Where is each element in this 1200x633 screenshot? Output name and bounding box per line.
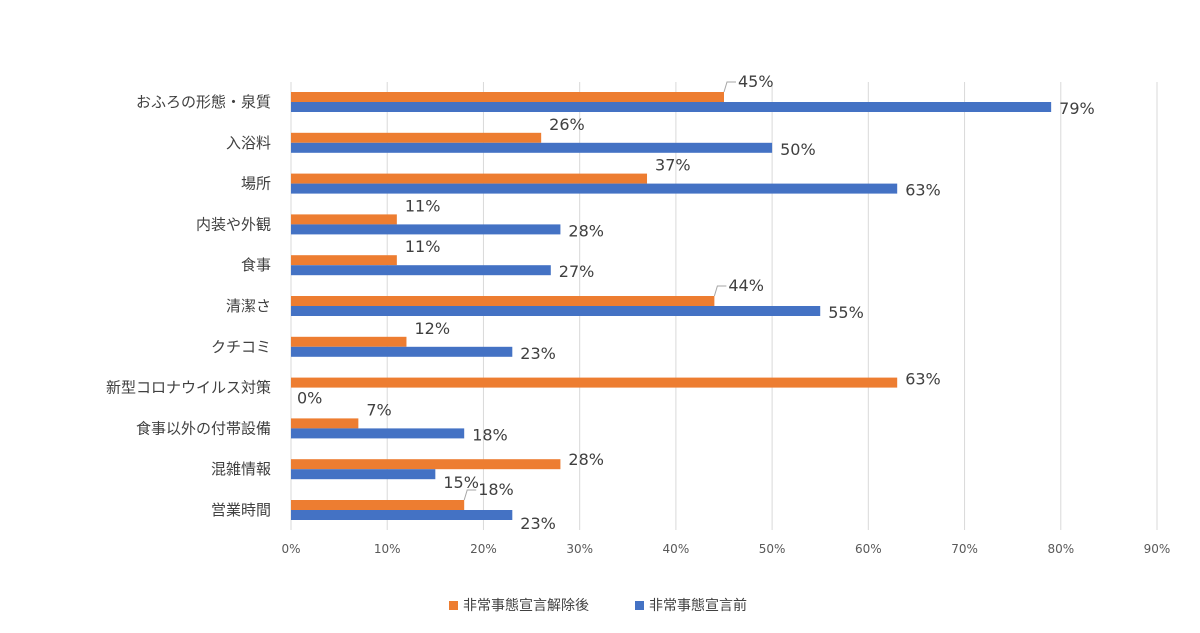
data-label-after: 26% bbox=[549, 115, 585, 134]
category-label: 混雑情報 bbox=[211, 460, 271, 478]
data-label-after: 44% bbox=[728, 276, 764, 295]
bar-after bbox=[291, 459, 561, 470]
leader-line bbox=[713, 285, 727, 297]
x-tick-labels: 0% 10% 20% 30% 40% 50% 60% 70% 80% 90% bbox=[281, 542, 1170, 556]
category-label: 場所 bbox=[241, 175, 271, 193]
category-label: 食事以外の付帯設備 bbox=[136, 419, 271, 437]
bar-before bbox=[291, 265, 551, 276]
category-label: 清潔さ bbox=[226, 297, 271, 315]
x-tick-label: 60% bbox=[855, 542, 882, 556]
x-tick-label: 0% bbox=[281, 542, 300, 556]
bar-after bbox=[291, 418, 359, 429]
bar-before bbox=[291, 306, 821, 316]
leader-line bbox=[463, 489, 477, 501]
data-label-after: 7% bbox=[366, 400, 391, 419]
category-labels: おふろの形態・泉質入浴料場所内装や外観食事清潔さクチコミ新型コロナウイルス対策食… bbox=[106, 93, 271, 519]
data-label-after: 11% bbox=[405, 237, 441, 256]
data-label-after: 45% bbox=[738, 72, 774, 91]
bar-before bbox=[291, 428, 465, 439]
legend-label: 非常事態宣言解除後 bbox=[463, 598, 589, 614]
leader-line bbox=[723, 81, 736, 93]
bars bbox=[291, 92, 1052, 520]
data-label-before: 63% bbox=[905, 181, 941, 200]
data-label-before: 28% bbox=[568, 221, 604, 240]
category-label: 営業時間 bbox=[211, 501, 271, 519]
bar-before bbox=[291, 469, 436, 480]
legend-swatch bbox=[449, 601, 458, 610]
data-label-before: 50% bbox=[780, 140, 816, 159]
category-label: クチコミ bbox=[211, 338, 271, 356]
legend-swatch bbox=[635, 601, 644, 610]
bar-before bbox=[291, 102, 1052, 112]
data-label-before: 0% bbox=[297, 389, 322, 408]
bar-before bbox=[291, 510, 513, 520]
bar-after bbox=[291, 214, 397, 225]
data-label-before: 23% bbox=[520, 344, 556, 363]
data-label-after: 63% bbox=[905, 370, 941, 389]
bar-before bbox=[291, 183, 898, 194]
legend-label: 非常事態宣言前 bbox=[649, 597, 747, 614]
data-label-after: 37% bbox=[655, 156, 691, 175]
data-label-before: 18% bbox=[472, 425, 508, 444]
bar-before bbox=[291, 142, 773, 153]
bar-after bbox=[291, 255, 397, 266]
data-label-after: 11% bbox=[405, 196, 441, 215]
x-tick-label: 70% bbox=[951, 542, 978, 556]
category-label: 内装や外観 bbox=[196, 215, 271, 233]
bar-after bbox=[291, 173, 648, 184]
category-label: 食事 bbox=[241, 256, 271, 274]
category-label: 入浴料 bbox=[226, 134, 271, 152]
data-label-before: 55% bbox=[828, 303, 864, 322]
x-tick-label: 40% bbox=[663, 542, 690, 556]
data-label-after: 28% bbox=[568, 450, 604, 469]
x-tick-label: 90% bbox=[1144, 542, 1171, 556]
x-tick-label: 80% bbox=[1047, 542, 1074, 556]
data-label-before: 27% bbox=[559, 262, 595, 281]
data-label-before: 23% bbox=[520, 514, 556, 533]
data-label-before: 15% bbox=[443, 473, 479, 492]
data-labels: 45% 79% 26% 50% 37% 63% 11% 28% 11% 27% 44% 55% 12% 2… bbox=[297, 72, 1095, 533]
bar-after bbox=[291, 377, 898, 388]
bar-after bbox=[291, 132, 542, 143]
bar-before bbox=[291, 224, 561, 235]
category-label: おふろの形態・泉質 bbox=[136, 93, 271, 111]
category-label: 新型コロナウイルス対策 bbox=[106, 379, 271, 397]
x-tick-label: 10% bbox=[374, 542, 401, 556]
data-label-before: 79% bbox=[1059, 99, 1095, 118]
legend: 非常事態宣言解除後 非常事態宣言前 bbox=[449, 597, 747, 614]
bar-after bbox=[291, 92, 724, 102]
data-label-after: 18% bbox=[478, 480, 514, 499]
bar-after bbox=[291, 500, 465, 510]
data-label-after: 12% bbox=[414, 319, 450, 338]
x-tick-label: 50% bbox=[759, 542, 786, 556]
x-tick-label: 30% bbox=[566, 542, 593, 556]
x-tick-label: 20% bbox=[470, 542, 497, 556]
bar-after bbox=[291, 336, 407, 347]
bar-after bbox=[291, 296, 715, 306]
bar-before bbox=[291, 346, 513, 357]
